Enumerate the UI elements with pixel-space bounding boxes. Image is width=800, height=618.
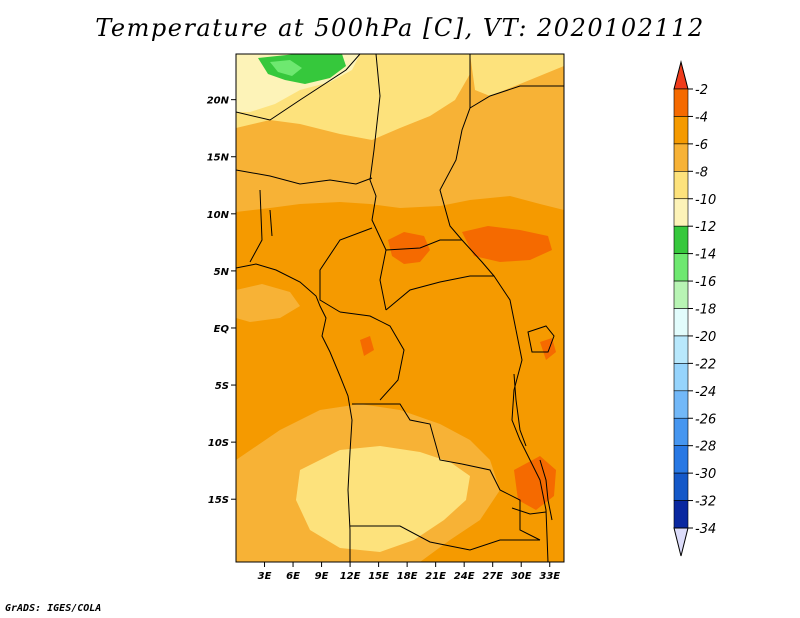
colorbar-band-8 xyxy=(673,308,689,337)
lon-label-0: 3E xyxy=(258,571,272,582)
map-frame xyxy=(235,53,565,563)
temperature-field xyxy=(236,54,564,562)
lon-label-7: 24E xyxy=(454,571,475,582)
colorbar-label-13: -28 xyxy=(695,440,716,455)
border-line-15 xyxy=(269,209,273,237)
colorbar-band-2 xyxy=(673,143,689,172)
colorbar-band-15 xyxy=(673,500,689,529)
lat-label-3: 5N xyxy=(214,267,230,278)
colorbar-label-6: -14 xyxy=(695,248,716,263)
colorbar-label-7: -16 xyxy=(695,275,716,290)
lake-tanganyika xyxy=(513,373,527,447)
lat-label-5: 5S xyxy=(215,381,229,392)
lat-label-2: 10N xyxy=(207,210,230,221)
colorbar-band-14 xyxy=(673,472,689,501)
colorbar: -2 -4 -6 -8 -10 -12 -14 -16 -18 -20 -22 -24 -26 -28 -3… xyxy=(673,60,716,557)
border-line-14 xyxy=(249,189,263,263)
country-boundaries xyxy=(236,54,564,562)
field-warm-patch-4 xyxy=(540,338,556,360)
border-line-13 xyxy=(511,329,549,562)
colorbar-band-1 xyxy=(673,116,689,145)
lon-label-5: 18E xyxy=(397,571,418,582)
field-warm-patch-5 xyxy=(360,336,374,356)
colorbar-label-10: -22 xyxy=(695,357,716,372)
lon-label-10: 33E xyxy=(539,571,560,582)
lon-label-1: 6E xyxy=(286,571,300,582)
lon-label-4: 15E xyxy=(368,571,389,582)
longitude-axis: 3E 6E 9E 12E 15E 18E 21E 24E 27E 30E 33E xyxy=(258,562,560,582)
colorbar-label-0: -2 xyxy=(695,83,708,98)
lon-label-6: 21E xyxy=(425,571,446,582)
border-line-4 xyxy=(439,54,495,277)
lat-label-1: 15N xyxy=(207,153,230,164)
colorbar-band-9 xyxy=(673,335,689,364)
border-line-10 xyxy=(352,403,463,465)
lat-label-0: 20N xyxy=(207,96,230,107)
field-south-minus8-minus10 xyxy=(296,446,470,552)
colorbar-band-6 xyxy=(673,253,689,282)
border-line-6 xyxy=(319,227,373,313)
lake-kariba xyxy=(511,507,547,515)
colorbar-label-5: -12 xyxy=(695,220,716,235)
lon-label-8: 27E xyxy=(482,571,503,582)
border-line-5 xyxy=(469,85,564,109)
lon-label-2: 9E xyxy=(315,571,329,582)
colorbar-label-14: -30 xyxy=(695,467,716,482)
colorbar-label-16: -34 xyxy=(695,522,716,537)
border-line-2 xyxy=(236,54,361,121)
border-line-3 xyxy=(369,54,387,311)
colorbar-band-7 xyxy=(673,280,689,309)
colorbar-top-triangle xyxy=(673,60,689,90)
colorbar-band-5 xyxy=(673,225,689,254)
colorbar-label-1: -4 xyxy=(695,110,708,125)
colorbar-label-9: -20 xyxy=(695,330,716,345)
colorbar-label-2: -6 xyxy=(695,138,708,153)
border-line-8 xyxy=(385,275,517,331)
border-line-7 xyxy=(385,239,462,251)
colorbar-label-8: -18 xyxy=(695,303,716,318)
lon-label-9: 30E xyxy=(511,571,532,582)
field-northeast-minus8-minus10 xyxy=(470,54,564,96)
colorbar-label-11: -24 xyxy=(695,385,716,400)
colorbar-band-10 xyxy=(673,363,689,392)
field-warm-patch-1 xyxy=(388,232,430,264)
field-green-light-patch xyxy=(270,60,302,76)
colorbar-label-4: -10 xyxy=(695,193,716,208)
colorbar-band-4 xyxy=(673,198,689,227)
lat-label-7: 15S xyxy=(208,495,229,506)
lat-label-4: EQ xyxy=(214,324,230,335)
border-line-12 xyxy=(350,525,540,551)
colorbar-band-3 xyxy=(673,171,689,200)
lake-victoria xyxy=(527,325,555,353)
field-atlantic-minus6-minus8 xyxy=(236,284,300,322)
colorbar-label-12: -26 xyxy=(695,412,716,427)
latitude-axis: 20N 15N 10N 5N EQ 5S 10S 15S xyxy=(207,96,236,506)
colorbar-band-13 xyxy=(673,445,689,474)
colorbar-band-0 xyxy=(673,88,689,117)
colorbar-band-12 xyxy=(673,417,689,446)
colorbar-label-3: -8 xyxy=(695,165,708,180)
colorbar-label-15: -32 xyxy=(695,495,716,510)
border-line-11 xyxy=(461,463,541,541)
colorbar-band-11 xyxy=(673,390,689,419)
border-line-1 xyxy=(236,169,373,185)
lat-label-6: 10S xyxy=(208,438,229,449)
grads-footer: GrADS: IGES/COLA xyxy=(5,603,102,614)
lon-label-3: 12E xyxy=(340,571,361,582)
map-title: Temperature at 500hPa [C], VT: 202010211… xyxy=(95,14,705,42)
colorbar-bottom-triangle xyxy=(673,527,689,557)
coastline-west xyxy=(236,263,353,562)
lake-malawi xyxy=(539,459,553,521)
field-warm-patch-3 xyxy=(514,456,556,510)
field-warm-patch-2 xyxy=(462,226,552,262)
border-line-9 xyxy=(339,311,405,401)
